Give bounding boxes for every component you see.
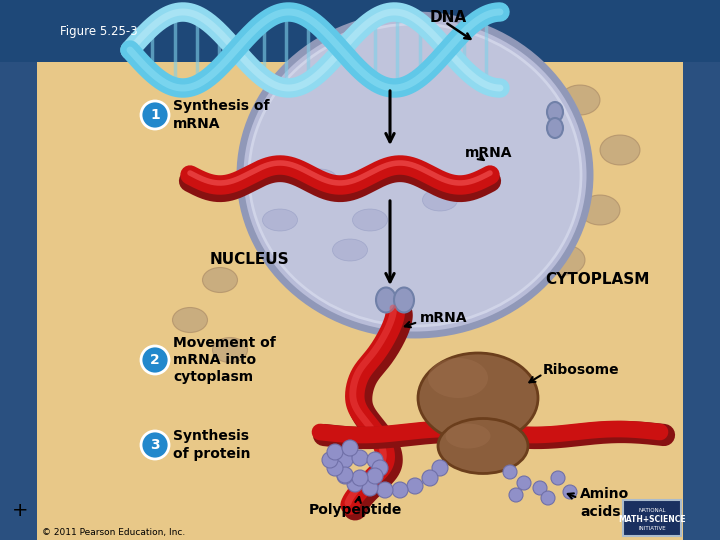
Circle shape <box>352 450 368 466</box>
Ellipse shape <box>353 209 387 231</box>
Circle shape <box>551 471 565 485</box>
Circle shape <box>392 482 408 498</box>
Ellipse shape <box>600 135 640 165</box>
Circle shape <box>337 468 353 484</box>
Text: DNA: DNA <box>430 10 467 25</box>
FancyBboxPatch shape <box>683 62 720 540</box>
Circle shape <box>407 478 423 494</box>
Ellipse shape <box>418 353 538 443</box>
Circle shape <box>327 460 343 476</box>
Ellipse shape <box>376 287 396 313</box>
Ellipse shape <box>394 287 414 313</box>
Text: +: + <box>12 501 28 519</box>
Circle shape <box>141 431 169 459</box>
Ellipse shape <box>438 418 528 474</box>
Text: Polypeptide: Polypeptide <box>308 503 402 517</box>
Circle shape <box>342 440 358 456</box>
Circle shape <box>432 460 448 476</box>
FancyBboxPatch shape <box>37 62 683 540</box>
Ellipse shape <box>560 85 600 115</box>
Circle shape <box>372 460 388 476</box>
Text: Movement of
mRNA into
cytoplasm: Movement of mRNA into cytoplasm <box>173 336 276 384</box>
FancyBboxPatch shape <box>0 62 37 540</box>
Ellipse shape <box>173 307 207 333</box>
Text: Amino
acids: Amino acids <box>580 487 629 518</box>
Ellipse shape <box>249 24 581 326</box>
Text: mRNA: mRNA <box>465 146 513 160</box>
Ellipse shape <box>212 338 248 362</box>
Text: 1: 1 <box>150 108 160 122</box>
Circle shape <box>509 488 523 502</box>
Ellipse shape <box>240 15 590 335</box>
Ellipse shape <box>302 169 338 191</box>
Text: mRNA: mRNA <box>420 311 467 325</box>
Circle shape <box>322 452 338 468</box>
Circle shape <box>337 452 353 468</box>
Text: Ribosome: Ribosome <box>543 363 620 377</box>
Ellipse shape <box>446 423 490 449</box>
Ellipse shape <box>520 115 560 145</box>
Text: NATIONAL: NATIONAL <box>638 509 666 514</box>
Circle shape <box>141 101 169 129</box>
Circle shape <box>563 485 577 499</box>
Ellipse shape <box>547 118 563 138</box>
Circle shape <box>141 346 169 374</box>
Ellipse shape <box>333 239 367 261</box>
Ellipse shape <box>263 209 297 231</box>
Ellipse shape <box>580 195 620 225</box>
Circle shape <box>362 480 378 496</box>
Text: Synthesis
of protein: Synthesis of protein <box>173 429 251 461</box>
Circle shape <box>533 481 547 495</box>
Circle shape <box>377 482 393 498</box>
Ellipse shape <box>202 267 238 293</box>
Text: Figure 5.25-3: Figure 5.25-3 <box>60 25 138 38</box>
Circle shape <box>422 470 438 486</box>
FancyBboxPatch shape <box>623 500 681 536</box>
Circle shape <box>347 476 363 492</box>
Circle shape <box>332 460 348 476</box>
Text: © 2011 Pearson Education, Inc.: © 2011 Pearson Education, Inc. <box>42 528 185 537</box>
Ellipse shape <box>547 102 563 122</box>
Circle shape <box>541 491 555 505</box>
Circle shape <box>337 467 353 483</box>
FancyBboxPatch shape <box>0 0 720 62</box>
Text: 2: 2 <box>150 353 160 367</box>
Text: CYTOPLASM: CYTOPLASM <box>545 273 649 287</box>
Ellipse shape <box>428 358 488 398</box>
Circle shape <box>517 476 531 490</box>
Circle shape <box>352 470 368 486</box>
Circle shape <box>367 452 383 468</box>
Text: INITIATIVE: INITIATIVE <box>638 526 666 531</box>
Text: 3: 3 <box>150 438 160 452</box>
Text: NUCLEUS: NUCLEUS <box>210 253 289 267</box>
Ellipse shape <box>423 189 457 211</box>
Circle shape <box>327 444 343 460</box>
Circle shape <box>367 468 383 484</box>
Text: MATH+SCIENCE: MATH+SCIENCE <box>618 516 686 524</box>
Circle shape <box>503 465 517 479</box>
Ellipse shape <box>545 245 585 275</box>
Text: Synthesis of
mRNA: Synthesis of mRNA <box>173 99 269 131</box>
